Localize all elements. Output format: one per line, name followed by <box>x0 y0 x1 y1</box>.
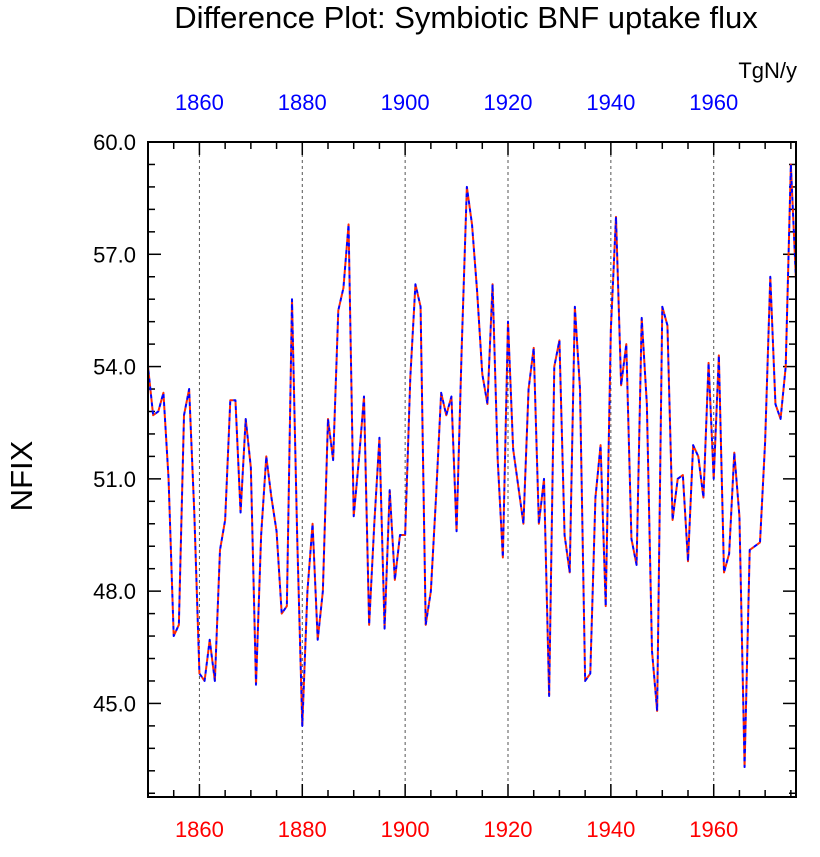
axis-ticks <box>147 141 796 797</box>
x-tick-label-top: 1900 <box>381 90 430 115</box>
x-tick-label-top: 1880 <box>278 90 327 115</box>
y-tick-label: 48.0 <box>93 579 136 604</box>
x-tick-label-top: 1940 <box>586 90 635 115</box>
data-series <box>147 163 797 769</box>
chart-title: Difference Plot: Symbiotic BNF uptake fl… <box>174 0 758 35</box>
tick-labels: 45.0 48.0 51.0 54.0 57.0 60.0 1860 1860 1880 1880… <box>93 90 738 842</box>
x-tick-label-bottom: 1900 <box>381 817 430 842</box>
units-label: TgN/y <box>738 58 797 83</box>
x-tick-label-bottom: 1920 <box>484 817 533 842</box>
series-line-1 <box>147 163 797 769</box>
x-tick-label-bottom: 1940 <box>586 817 635 842</box>
x-tick-label-top: 1920 <box>484 90 533 115</box>
vertical-gridlines <box>198 142 715 797</box>
y-tick-label: 54.0 <box>93 355 136 380</box>
x-tick-label-bottom: 1880 <box>278 817 327 842</box>
y-axis-label: NFIX <box>4 440 39 511</box>
y-tick-label: 57.0 <box>93 242 136 267</box>
x-tick-label-top: 1860 <box>175 90 224 115</box>
plot-frame <box>147 141 797 798</box>
x-tick-label-bottom: 1960 <box>689 817 738 842</box>
x-tick-label-top: 1960 <box>689 90 738 115</box>
y-tick-label: 51.0 <box>93 467 136 492</box>
series-line-2 <box>147 163 797 769</box>
y-tick-label: 45.0 <box>93 691 136 716</box>
y-tick-label: 60.0 <box>93 130 136 155</box>
x-tick-label-bottom: 1860 <box>175 817 224 842</box>
